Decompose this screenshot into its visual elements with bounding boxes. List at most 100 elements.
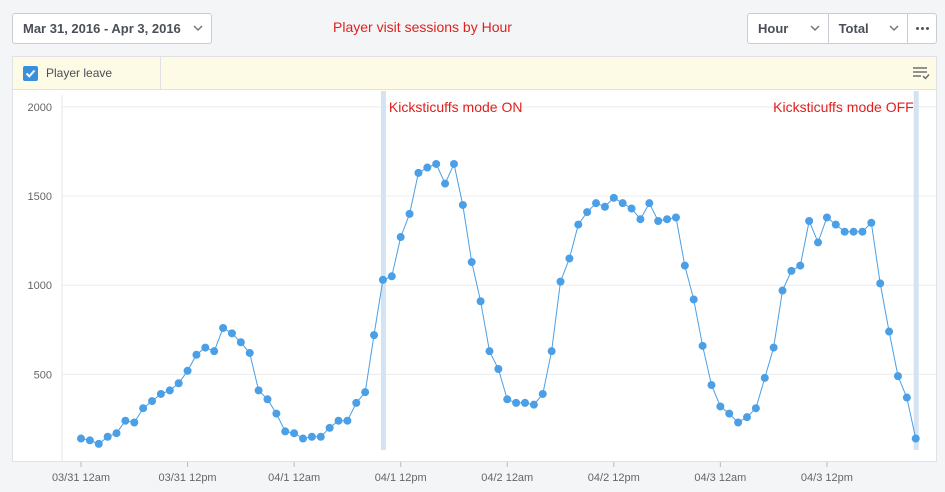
data-point[interactable]: [707, 381, 716, 390]
data-point[interactable]: [299, 434, 307, 443]
data-point[interactable]: [760, 373, 769, 382]
data-point[interactable]: [263, 395, 272, 404]
data-point[interactable]: [156, 389, 165, 398]
data-point[interactable]: [449, 159, 458, 168]
data-point[interactable]: [885, 327, 894, 336]
data-point[interactable]: [893, 372, 902, 381]
data-point[interactable]: [645, 199, 654, 208]
data-point[interactable]: [316, 432, 325, 441]
data-point[interactable]: [769, 343, 778, 352]
data-point[interactable]: [387, 272, 396, 281]
data-point[interactable]: [902, 393, 911, 402]
data-point[interactable]: [583, 208, 592, 217]
data-point[interactable]: [174, 379, 183, 388]
data-point[interactable]: [512, 398, 521, 407]
data-point[interactable]: [85, 436, 94, 445]
data-point[interactable]: [236, 338, 245, 347]
interval-select[interactable]: Hour: [748, 14, 829, 43]
data-point[interactable]: [858, 227, 867, 236]
data-point[interactable]: [494, 365, 503, 374]
data-point[interactable]: [698, 341, 707, 350]
data-point[interactable]: [290, 429, 299, 438]
data-point[interactable]: [743, 413, 751, 422]
list-settings-icon[interactable]: [912, 65, 930, 81]
data-point[interactable]: [822, 213, 831, 222]
data-point[interactable]: [805, 217, 814, 226]
legend-item-player-leave[interactable]: Player leave: [13, 57, 161, 89]
data-point[interactable]: [618, 199, 627, 208]
data-point[interactable]: [219, 323, 228, 332]
data-point[interactable]: [503, 395, 512, 404]
data-point[interactable]: [441, 179, 450, 188]
data-point[interactable]: [396, 233, 405, 242]
aggregation-select[interactable]: Total: [829, 14, 909, 43]
data-point[interactable]: [405, 209, 414, 218]
legend-checkbox[interactable]: [23, 65, 38, 81]
data-point[interactable]: [325, 423, 334, 432]
data-point[interactable]: [423, 163, 432, 172]
data-point[interactable]: [831, 220, 840, 229]
data-point[interactable]: [334, 416, 343, 425]
data-point[interactable]: [636, 215, 645, 224]
data-point[interactable]: [458, 200, 467, 209]
data-point[interactable]: [432, 159, 441, 168]
data-point[interactable]: [796, 261, 805, 270]
data-point[interactable]: [787, 266, 796, 275]
data-point[interactable]: [112, 429, 121, 438]
data-point[interactable]: [840, 227, 849, 236]
data-point[interactable]: [751, 404, 760, 413]
data-point[interactable]: [592, 199, 601, 208]
data-point[interactable]: [227, 329, 236, 338]
data-point[interactable]: [574, 220, 583, 229]
data-point[interactable]: [307, 432, 316, 441]
data-point[interactable]: [814, 238, 823, 247]
data-point[interactable]: [876, 279, 885, 288]
data-point[interactable]: [911, 434, 920, 443]
data-point[interactable]: [139, 404, 148, 413]
data-point[interactable]: [148, 397, 157, 406]
data-point[interactable]: [547, 347, 556, 356]
data-point[interactable]: [254, 386, 263, 395]
data-point[interactable]: [671, 213, 680, 222]
data-point[interactable]: [716, 402, 725, 411]
data-point[interactable]: [627, 204, 636, 213]
data-point[interactable]: [485, 347, 494, 356]
data-point[interactable]: [103, 432, 112, 441]
data-point[interactable]: [192, 350, 201, 359]
data-point[interactable]: [654, 217, 663, 226]
data-point[interactable]: [281, 427, 290, 436]
data-point[interactable]: [529, 400, 538, 409]
data-point[interactable]: [130, 418, 139, 427]
data-point[interactable]: [476, 297, 485, 306]
data-point[interactable]: [538, 389, 547, 398]
data-point[interactable]: [680, 261, 689, 270]
data-point[interactable]: [370, 331, 379, 340]
data-point[interactable]: [210, 347, 219, 356]
data-point[interactable]: [183, 366, 192, 375]
data-point[interactable]: [352, 398, 361, 407]
data-point[interactable]: [378, 275, 387, 284]
data-point[interactable]: [165, 386, 174, 395]
data-point[interactable]: [663, 215, 672, 224]
more-options-button[interactable]: [908, 14, 936, 43]
data-point[interactable]: [556, 277, 565, 286]
data-point[interactable]: [121, 416, 130, 425]
data-point[interactable]: [343, 416, 352, 425]
data-point[interactable]: [245, 348, 254, 357]
data-point[interactable]: [849, 227, 858, 236]
data-point[interactable]: [565, 254, 574, 263]
data-point[interactable]: [600, 202, 609, 211]
date-range-picker[interactable]: Mar 31, 2016 - Apr 3, 2016: [12, 13, 212, 44]
data-point[interactable]: [361, 388, 370, 397]
data-point[interactable]: [734, 418, 743, 427]
data-point[interactable]: [609, 193, 618, 202]
data-point[interactable]: [689, 295, 698, 304]
data-point[interactable]: [725, 409, 734, 418]
data-point[interactable]: [867, 218, 876, 227]
data-point[interactable]: [414, 168, 423, 177]
data-point[interactable]: [467, 258, 476, 267]
data-point[interactable]: [521, 398, 529, 407]
data-point[interactable]: [77, 434, 85, 443]
data-point[interactable]: [778, 286, 787, 295]
data-point[interactable]: [201, 343, 210, 352]
